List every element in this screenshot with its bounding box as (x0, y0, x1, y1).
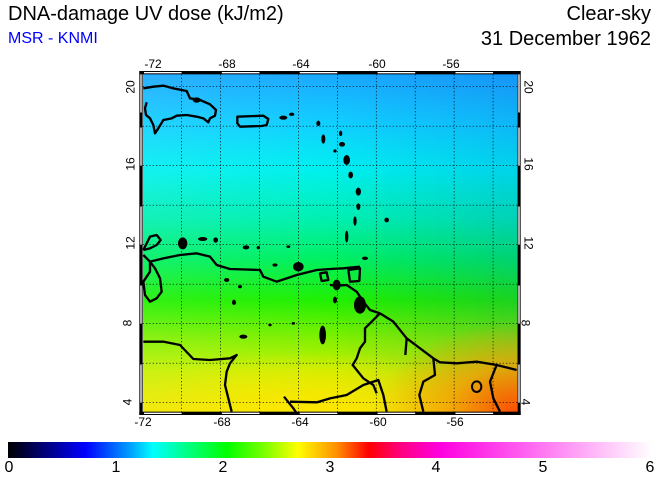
frame-segment (144, 72, 182, 74)
colorbar-label: 3 (325, 459, 335, 476)
colorbar-label: 4 (431, 459, 441, 476)
lat-tick-label: 4 (518, 398, 533, 406)
frame-segment (140, 206, 142, 245)
uv-dose-field (143, 74, 517, 412)
colorbar-label: 2 (218, 459, 228, 476)
frame-segment (299, 412, 338, 414)
frame-segment (140, 127, 142, 166)
map-frame (139, 71, 521, 415)
frame-segment (221, 72, 260, 74)
coastlines (142, 84, 517, 414)
puerto-rico-coast (236, 114, 270, 128)
lat-tick-label: 20 (123, 80, 138, 94)
frame-segment (518, 74, 520, 113)
lat-tick-label: 8 (120, 319, 135, 327)
frame-segment (221, 412, 260, 414)
credit-label: MSR - KNMI (8, 30, 98, 47)
lon-tick-label: -60 (369, 415, 387, 429)
frame-segment (455, 412, 494, 414)
lat-tick-label: 16 (521, 157, 536, 171)
colorbar-label: 5 (538, 459, 548, 476)
lon-tick-label: -56 (442, 57, 460, 71)
lon-tick-label: -60 (368, 57, 386, 71)
frame-segment (518, 206, 520, 245)
frame-segment (140, 364, 142, 403)
frame-segment (140, 74, 142, 113)
hispaniola-coast (143, 84, 218, 135)
graticule (142, 74, 518, 412)
lon-tick-label: -56 (446, 415, 464, 429)
frame-segment (299, 72, 338, 74)
frame-segment (144, 412, 182, 414)
colorbar (8, 442, 652, 458)
lat-tick-label: 12 (521, 236, 536, 250)
frame-segment (140, 285, 142, 324)
lat-tick-label: 4 (120, 398, 135, 406)
trinidad-coast (318, 267, 362, 283)
lat-tick-label: 20 (521, 80, 536, 94)
venezuela-coast (142, 252, 361, 283)
lake-maracaibo (142, 260, 163, 303)
frame-segment (377, 72, 416, 74)
lon-tick-label: -64 (291, 415, 309, 429)
lat-tick-label: 12 (123, 236, 138, 250)
guiana-coast (329, 283, 517, 372)
map-title: DNA-damage UV dose (kJ/m2) (8, 3, 284, 25)
lat-tick-label: 8 (518, 319, 533, 327)
border-suriname (404, 338, 502, 413)
lon-tick-label: -72 (144, 57, 162, 71)
map-overlay (139, 71, 521, 415)
lon-tick-label: -68 (218, 57, 236, 71)
map-date: 31 December 1962 (480, 28, 651, 50)
guajira-coast (142, 233, 162, 252)
border-colombia (143, 340, 238, 412)
frame-segment (518, 285, 520, 324)
colorbar-label: 6 (645, 459, 655, 476)
colorbar-label: 1 (111, 459, 121, 476)
frame-segment (518, 127, 520, 166)
lon-tick-label: -72 (134, 415, 152, 429)
sky-condition: Clear-sky (566, 3, 651, 25)
islands (178, 97, 483, 393)
frame-segment (455, 72, 494, 74)
lon-tick-label: -68 (213, 415, 231, 429)
lat-tick-label: 16 (123, 157, 138, 171)
colorbar-label: 0 (4, 459, 14, 476)
lon-tick-label: -64 (292, 57, 310, 71)
frame-segment (518, 364, 520, 403)
frame-segment (377, 412, 416, 414)
